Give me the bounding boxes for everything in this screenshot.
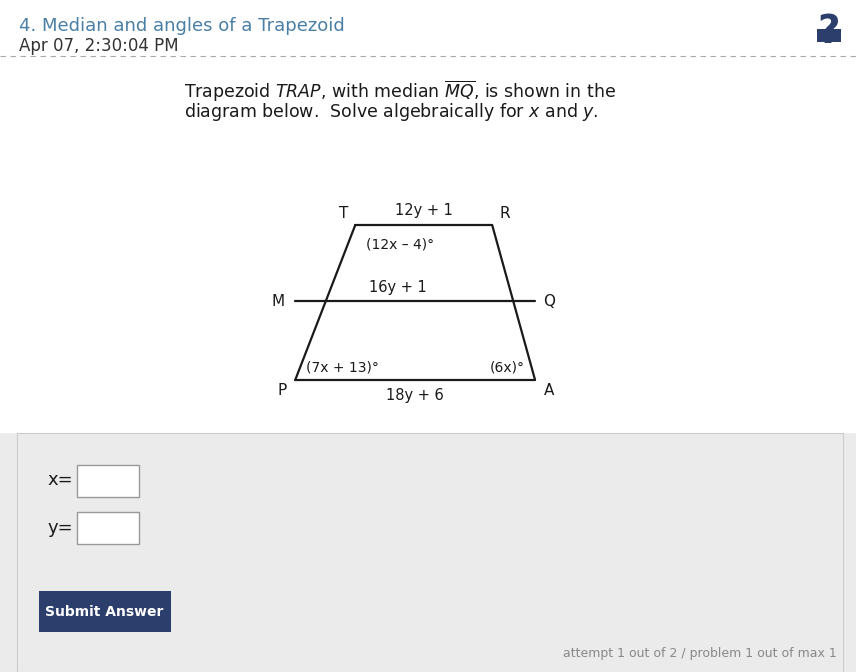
Text: diagram below.  Solve algebraically for $x$ and $y$.: diagram below. Solve algebraically for $… bbox=[184, 101, 598, 123]
Text: T: T bbox=[339, 206, 348, 221]
Text: Trapezoid $\mathit{TRAP}$, with median $\overline{MQ}$, is shown in the: Trapezoid $\mathit{TRAP}$, with median $… bbox=[184, 79, 616, 104]
Text: A: A bbox=[544, 383, 554, 398]
Text: ?: ? bbox=[817, 13, 840, 52]
Text: (7x + 13)°: (7x + 13)° bbox=[306, 360, 378, 374]
Text: x=: x= bbox=[47, 472, 73, 489]
Text: 18y + 6: 18y + 6 bbox=[386, 388, 444, 403]
Text: attempt 1 out of 2 / problem 1 out of max 1: attempt 1 out of 2 / problem 1 out of ma… bbox=[563, 647, 837, 660]
Text: Apr 07, 2:30:04 PM: Apr 07, 2:30:04 PM bbox=[19, 37, 178, 55]
Text: 4. Median and angles of a Trapezoid: 4. Median and angles of a Trapezoid bbox=[19, 17, 345, 35]
Text: (12x – 4)°: (12x – 4)° bbox=[366, 237, 434, 251]
Text: R: R bbox=[499, 206, 509, 221]
Bar bbox=[0, 433, 856, 672]
Text: 16y + 1: 16y + 1 bbox=[369, 280, 427, 295]
Bar bbox=[39, 591, 171, 632]
Text: (6x)°: (6x)° bbox=[490, 360, 525, 374]
Bar bbox=[77, 512, 139, 544]
Bar bbox=[817, 29, 841, 42]
Text: Submit Answer: Submit Answer bbox=[45, 605, 163, 618]
Text: P: P bbox=[277, 383, 287, 398]
Bar bbox=[17, 433, 843, 672]
Text: Q: Q bbox=[544, 294, 556, 308]
Text: y=: y= bbox=[47, 519, 73, 536]
Bar bbox=[77, 465, 139, 497]
Text: 12y + 1: 12y + 1 bbox=[395, 204, 453, 218]
Text: M: M bbox=[272, 294, 285, 308]
